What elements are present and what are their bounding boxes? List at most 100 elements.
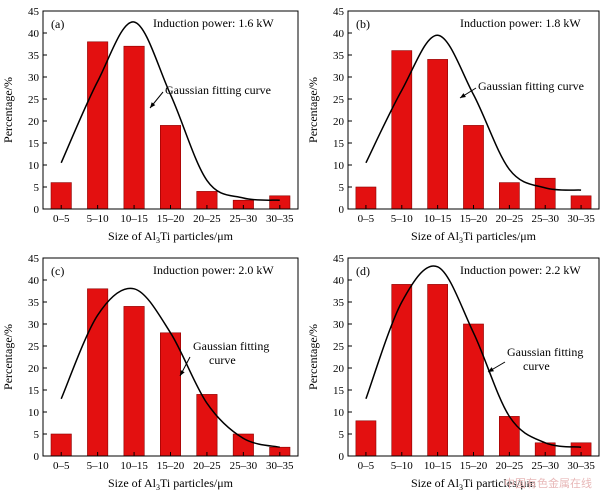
fit-arrow-head: [460, 93, 466, 98]
panel-label: (b): [356, 17, 370, 31]
x-tick-label: 5–10: [87, 213, 110, 225]
bar: [499, 416, 520, 457]
x-tick-label: 5–10: [391, 460, 414, 472]
fit-label: Gaussian fitting: [193, 339, 269, 353]
x-tick-label: 15–20: [460, 460, 488, 472]
x-tick-label: 30–35: [567, 460, 595, 472]
induction-power-label: Induction power: 1.8 kW: [460, 16, 581, 30]
y-tick-label: 25: [333, 94, 345, 106]
y-tick-label: 15: [28, 138, 40, 150]
y-axis-title: Percentage/%: [306, 77, 320, 143]
x-tick-label: 15–20: [157, 213, 185, 225]
bar: [463, 323, 484, 457]
x-tick-label: 20–25: [193, 213, 221, 225]
y-tick-label: 10: [333, 407, 345, 419]
x-tick-label: 15–20: [157, 460, 185, 472]
fit-label: Gaussian fitting curve: [478, 79, 584, 93]
induction-power-label: Induction power: 2.2 kW: [460, 263, 581, 277]
fit-label: curve: [209, 353, 236, 367]
fit-label: Gaussian fitting curve: [165, 83, 271, 97]
y-tick-label: 15: [333, 385, 345, 397]
x-tick-label: 25–30: [531, 213, 559, 225]
x-tick-label: 0–5: [358, 460, 375, 472]
y-tick-label: 20: [333, 363, 345, 375]
y-tick-label: 45: [333, 253, 345, 265]
x-tick-label: 20–25: [193, 460, 221, 472]
y-tick-label: 0: [34, 204, 40, 216]
y-tick-label: 35: [333, 297, 345, 309]
bar: [123, 45, 145, 210]
x-tick-label: 10–15: [120, 460, 148, 472]
y-tick-label: 5: [34, 182, 40, 194]
x-tick-label: 0–5: [358, 213, 375, 225]
gaussian-fit-curve: [365, 34, 582, 191]
x-axis-title: Size of Al3Ti particles/μm: [108, 229, 234, 245]
y-tick-label: 40: [28, 28, 40, 40]
y-tick-label: 45: [28, 253, 40, 265]
x-tick-label: 10–15: [120, 213, 148, 225]
bar: [427, 59, 448, 210]
x-tick-label: 0–5: [53, 213, 70, 225]
y-tick-label: 15: [28, 385, 40, 397]
y-tick-label: 25: [333, 341, 345, 353]
y-tick-label: 40: [333, 275, 345, 287]
x-tick-label: 30–35: [266, 213, 294, 225]
chart-panel-a: 0 5 10 15 20 25 30 35 40 45 0–5 5–10 10–15 15–20 20–25…: [1, 6, 299, 245]
x-tick-label: 25–30: [230, 460, 258, 472]
watermark: 中国有色金属在线: [504, 477, 592, 490]
y-tick-label: 20: [28, 116, 40, 128]
y-tick-label: 0: [339, 204, 345, 216]
x-axis-title: Size of Al3Ti particles/μm: [108, 476, 234, 492]
bar: [391, 50, 413, 210]
panel-label: (d): [356, 264, 370, 278]
y-axis-title: Percentage/%: [1, 324, 15, 390]
y-axis-title: Percentage/%: [306, 324, 320, 390]
y-tick-label: 20: [28, 363, 40, 375]
x-tick-label: 10–15: [424, 460, 452, 472]
induction-power-label: Induction power: 1.6 kW: [153, 16, 274, 30]
x-axis-title: Size of Al3Ti particles/μm: [411, 229, 537, 245]
chart-panel-b: 0 5 10 15 20 25 30 35 40 45 0–5 5–10 10–15 15–20 20–25…: [306, 6, 600, 245]
x-tick-label: 20–25: [496, 213, 524, 225]
y-tick-label: 25: [28, 341, 40, 353]
x-tick-label: 10–15: [424, 213, 452, 225]
y-tick-label: 30: [333, 319, 345, 331]
x-tick-label: 25–30: [531, 460, 559, 472]
y-tick-label: 45: [28, 6, 40, 18]
bar: [160, 332, 182, 457]
y-tick-label: 15: [333, 138, 345, 150]
fit-label: curve: [523, 359, 550, 373]
chart-panel-d: 0 5 10 15 20 25 30 35 40 45 0–5 5–10 10–15 15–20 20–25…: [306, 253, 600, 492]
y-tick-label: 45: [333, 6, 345, 18]
y-tick-label: 10: [333, 160, 345, 172]
fit-arrow-head: [150, 102, 156, 108]
y-tick-label: 30: [333, 72, 345, 84]
x-tick-label: 5–10: [87, 460, 110, 472]
bar: [427, 284, 448, 457]
fit-arrow-head: [488, 367, 494, 372]
bar: [534, 177, 556, 210]
y-tick-label: 40: [28, 275, 40, 287]
induction-power-label: Induction power: 2.0 kW: [153, 263, 274, 277]
panel-label: (c): [51, 264, 64, 278]
x-tick-label: 25–30: [230, 213, 258, 225]
x-tick-label: 30–35: [266, 460, 294, 472]
y-tick-label: 25: [28, 94, 40, 106]
bar: [355, 420, 377, 457]
bar: [463, 125, 484, 210]
bar: [123, 306, 145, 457]
gaussian-fit-curve: [60, 287, 280, 448]
y-tick-label: 0: [34, 451, 40, 463]
fit-arrow-head: [180, 370, 185, 376]
x-tick-label: 30–35: [567, 213, 595, 225]
x-tick-label: 5–10: [391, 213, 414, 225]
y-tick-label: 30: [28, 72, 40, 84]
y-tick-label: 10: [28, 407, 40, 419]
bar: [160, 125, 182, 210]
y-tick-label: 5: [339, 429, 345, 441]
y-axis-title: Percentage/%: [1, 77, 15, 143]
x-tick-label: 15–20: [460, 213, 488, 225]
y-tick-label: 35: [28, 50, 40, 62]
x-tick-label: 20–25: [496, 460, 524, 472]
